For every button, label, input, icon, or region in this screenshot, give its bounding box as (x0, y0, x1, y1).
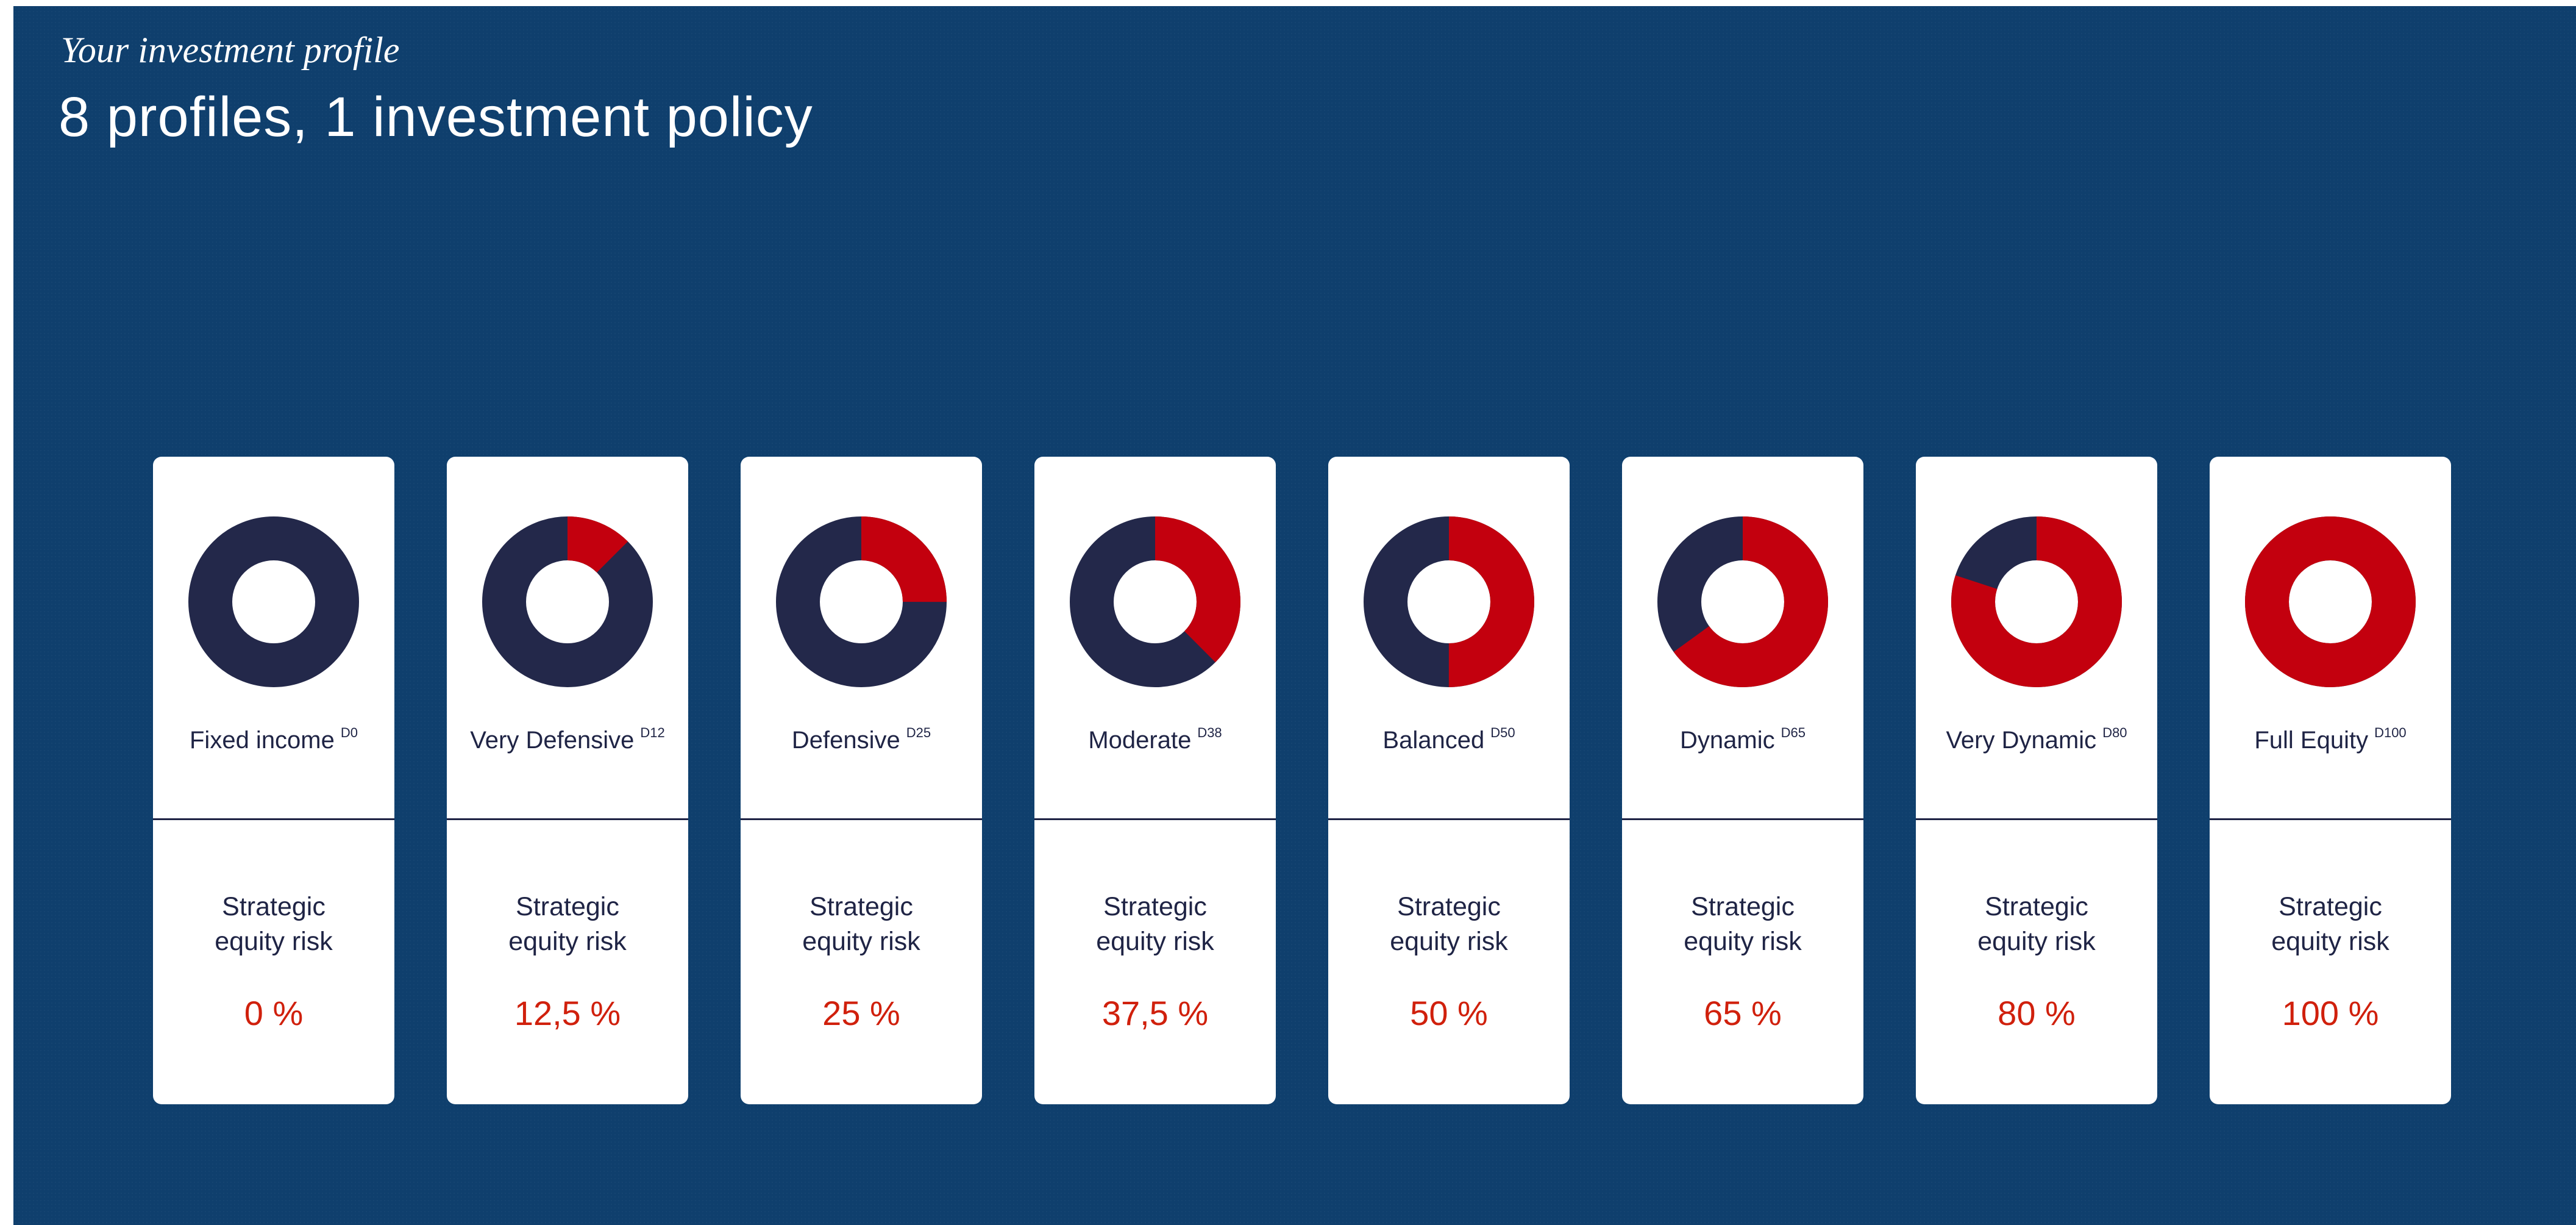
donut (2245, 516, 2416, 687)
risk-label: Strategic equity risk (802, 892, 920, 956)
profile-name-row: Balanced D50 (1328, 725, 1570, 754)
profile-name: Full Equity (2254, 727, 2369, 754)
slide: Your investment profile 8 profiles, 1 in… (13, 6, 2576, 1225)
donut (1070, 516, 1240, 687)
risk-value: 65 % (1704, 994, 1782, 1032)
divider (1328, 818, 1570, 820)
donut (776, 516, 947, 687)
equity-segment (2245, 516, 2416, 687)
donut (1364, 516, 1534, 687)
donut-ring (188, 516, 359, 687)
risk-value: 37,5 % (1101, 994, 1209, 1032)
equity-segment (1070, 516, 1240, 687)
divider (1034, 818, 1276, 820)
risk-label: Strategic equity risk (1390, 892, 1508, 956)
risk-value: 25 % (822, 994, 900, 1032)
risk-value: 50 % (1410, 994, 1488, 1032)
kicker: Your investment profile (61, 30, 400, 70)
profile-name: Defensive (791, 727, 900, 754)
profile-card: Very Dynamic D80 Strategic equity risk 80 % (1916, 457, 2157, 1104)
equity-segment (1951, 516, 2122, 687)
title: 8 profiles, 1 investment policy (59, 86, 813, 148)
profile-name: Very Defensive (470, 727, 635, 754)
profile-card: Fixed income D0 Strategic equity risk 0 % (153, 457, 394, 1104)
divider (1916, 818, 2157, 820)
profile-name: Dynamic (1680, 727, 1775, 754)
profile-code: D50 (1490, 725, 1515, 740)
divider (447, 818, 688, 820)
profile-card: Moderate D38 Strategic equity risk 37,5 % (1034, 457, 1276, 1104)
profile-code: D25 (906, 725, 931, 740)
divider (741, 818, 982, 820)
profile-name: Balanced (1382, 727, 1485, 754)
divider (1622, 818, 1863, 820)
equity-segment (776, 516, 947, 687)
risk-label: Strategic equity risk (1684, 892, 1802, 956)
profile-code: D38 (1197, 725, 1222, 740)
divider (153, 818, 394, 820)
profile-name-row: Full Equity D100 (2210, 725, 2451, 754)
risk-label: Strategic equity risk (2271, 892, 2389, 956)
equity-segment (1657, 516, 1828, 687)
donut (1951, 516, 2122, 687)
profile-code: D0 (340, 725, 358, 740)
profile-name: Moderate (1088, 727, 1192, 754)
profile-card: Full Equity D100 Strategic equity risk 100 … (2210, 457, 2451, 1104)
profile-name-row: Very Defensive D12 (447, 725, 688, 754)
profile-name-row: Defensive D25 (741, 725, 982, 754)
risk-label: Strategic equity risk (1977, 892, 2096, 956)
risk-label: Strategic equity risk (1096, 892, 1214, 956)
divider (2210, 818, 2451, 820)
risk-value: 100 % (2282, 994, 2379, 1032)
profile-code: D80 (2102, 725, 2127, 740)
donut (482, 516, 653, 687)
profile-card: Dynamic D65 Strategic equity risk 65 % (1622, 457, 1863, 1104)
risk-value: 80 % (1998, 994, 2076, 1032)
profile-card: Balanced D50 Strategic equity risk 50 % (1328, 457, 1570, 1104)
risk-value: 12,5 % (514, 994, 621, 1032)
profile-card: Defensive D25 Strategic equity risk 25 % (741, 457, 982, 1104)
equity-segment (1364, 516, 1534, 687)
profile-name-row: Dynamic D65 (1622, 725, 1863, 754)
profile-code: D12 (640, 725, 665, 740)
profile-name: Very Dynamic (1946, 727, 2097, 754)
risk-label: Strategic equity risk (215, 892, 333, 956)
profile-name-row: Very Dynamic D80 (1916, 725, 2157, 754)
profile-code: D100 (2374, 725, 2407, 740)
profile-code: D65 (1781, 725, 1806, 740)
profile-card: Very Defensive D12 Strategic equity risk 12… (447, 457, 688, 1104)
risk-value: 0 % (244, 994, 304, 1032)
profile-name-row: Fixed income D0 (153, 725, 394, 754)
donut (1657, 516, 1828, 687)
donut (188, 516, 359, 687)
profile-name-row: Moderate D38 (1034, 725, 1276, 754)
equity-segment (482, 516, 653, 687)
profile-name: Fixed income (190, 727, 335, 754)
risk-label: Strategic equity risk (508, 892, 627, 956)
